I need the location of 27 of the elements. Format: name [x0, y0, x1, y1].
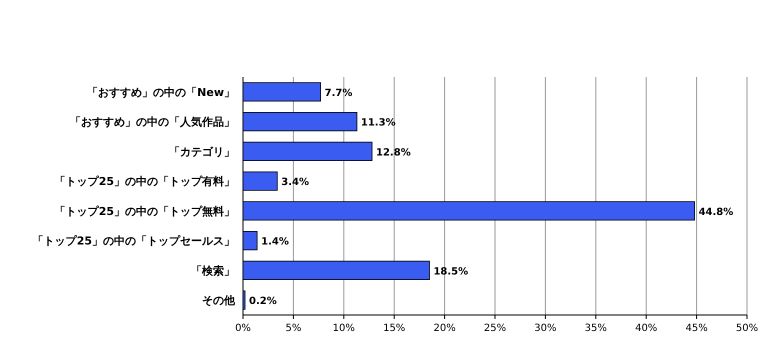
x-tick-label: 40% — [635, 323, 658, 334]
data-label: 18.5% — [433, 266, 468, 278]
data-label: 1.4% — [261, 236, 289, 248]
y-tick-label: 「おすすめ」の中の「New」 — [87, 86, 235, 99]
x-tick-label: 15% — [383, 323, 406, 334]
x-tick-label: 0% — [235, 323, 251, 334]
data-label: 12.8% — [376, 147, 411, 158]
y-tick-label: 「カテゴリ」 — [169, 145, 235, 158]
y-tick-label: 「トップ25」の中の「トップ有料」 — [54, 175, 235, 188]
data-label: 7.7% — [324, 88, 352, 99]
x-tick-label: 45% — [685, 323, 708, 334]
data-label: 11.3% — [360, 118, 396, 129]
x-tick-label: 10% — [332, 323, 355, 334]
y-tick-label: その他 — [202, 294, 236, 308]
data-label: 44.8% — [698, 206, 734, 218]
y-tick-label: 「トップ25」の中の「トップセールス」 — [32, 234, 235, 248]
x-tick-label: 5% — [285, 323, 302, 334]
y-tick-label: 「トップ25」の中の「トップ無料」 — [54, 204, 235, 218]
y-tick-label: 「おすすめ」の中の「人気作品」 — [70, 116, 235, 129]
x-tick-label: 35% — [584, 323, 607, 334]
x-tick-label: 25% — [484, 323, 506, 334]
x-tick-label: 30% — [534, 323, 557, 334]
data-label: 0.2% — [249, 296, 277, 308]
data-label: 3.4% — [281, 177, 310, 188]
y-tick-label: 「検索」 — [191, 264, 235, 278]
x-tick-label: 50% — [736, 323, 758, 334]
x-tick-label: 20% — [433, 323, 456, 334]
